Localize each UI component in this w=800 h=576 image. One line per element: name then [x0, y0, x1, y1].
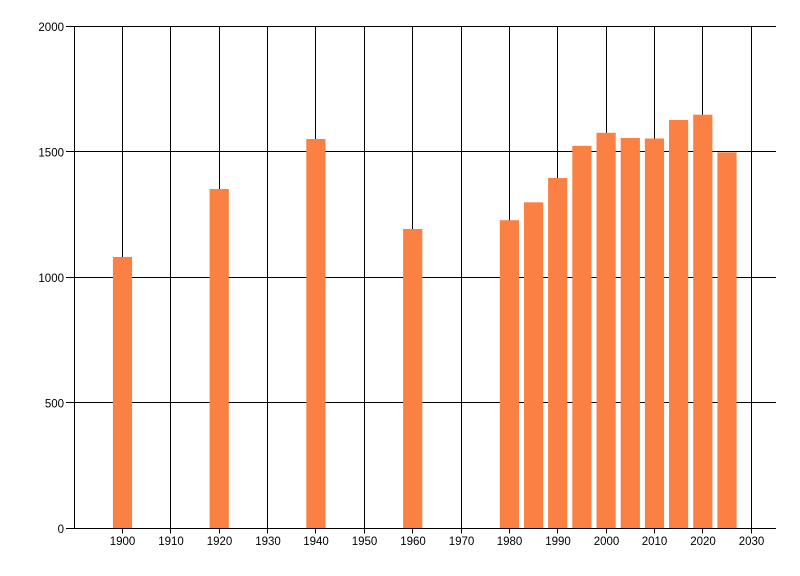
- svg-text:2020: 2020: [690, 536, 716, 548]
- svg-text:0: 0: [58, 524, 64, 536]
- svg-text:1000: 1000: [38, 273, 64, 285]
- svg-text:2030: 2030: [739, 536, 765, 548]
- svg-text:1990: 1990: [545, 536, 571, 548]
- svg-text:1960: 1960: [400, 536, 426, 548]
- svg-text:1930: 1930: [255, 536, 281, 548]
- svg-text:1940: 1940: [303, 536, 329, 548]
- svg-text:2000: 2000: [38, 22, 64, 34]
- svg-text:2000: 2000: [594, 536, 620, 548]
- svg-text:500: 500: [45, 398, 64, 410]
- svg-text:1500: 1500: [38, 147, 64, 159]
- svg-text:2010: 2010: [642, 536, 668, 548]
- svg-text:1920: 1920: [207, 536, 233, 548]
- svg-text:1970: 1970: [449, 536, 475, 548]
- svg-text:1950: 1950: [352, 536, 378, 548]
- svg-text:1900: 1900: [110, 536, 136, 548]
- svg-text:1910: 1910: [158, 536, 184, 548]
- svg-text:1980: 1980: [497, 536, 523, 548]
